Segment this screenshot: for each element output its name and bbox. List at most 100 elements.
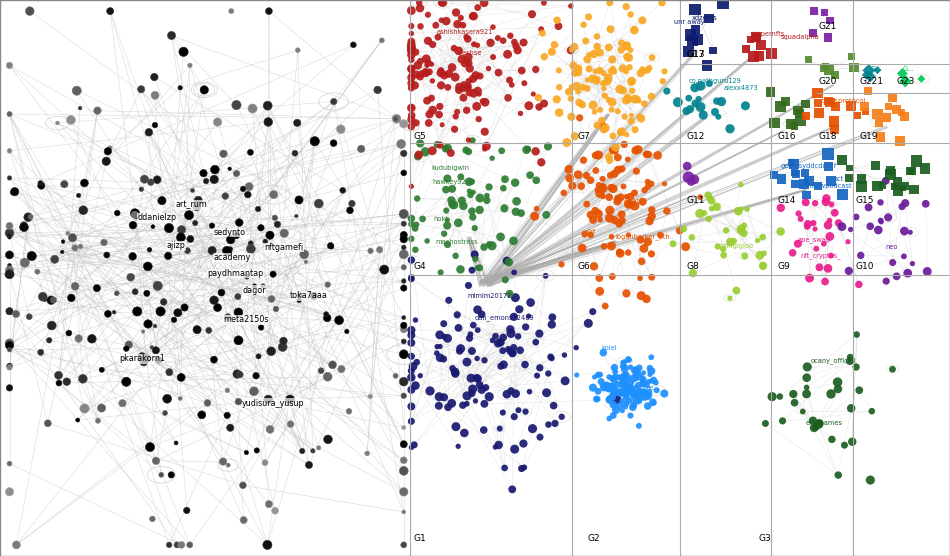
Point — [620, 231, 636, 240]
Point — [470, 374, 485, 383]
Point — [811, 420, 826, 429]
Point — [229, 231, 244, 240]
Point — [412, 371, 428, 380]
Point — [830, 385, 846, 394]
Point — [592, 189, 607, 198]
Point — [236, 185, 251, 193]
Point — [722, 294, 737, 303]
Point — [425, 146, 440, 155]
Point — [537, 99, 552, 108]
Point — [587, 206, 602, 215]
Point — [145, 222, 161, 231]
Point — [504, 329, 519, 338]
Point — [448, 112, 464, 121]
Point — [854, 175, 869, 183]
Point — [659, 206, 674, 215]
Point — [592, 48, 607, 57]
Point — [587, 107, 602, 116]
Point — [824, 200, 839, 209]
Text: act: act — [834, 176, 845, 182]
Point — [563, 112, 579, 121]
Point — [613, 389, 628, 398]
Point — [320, 373, 335, 381]
Point — [90, 416, 105, 425]
Point — [404, 326, 419, 335]
Point — [483, 38, 498, 47]
Point — [456, 80, 471, 89]
Point — [541, 420, 556, 429]
Point — [529, 371, 544, 380]
Point — [466, 12, 481, 21]
Point — [477, 0, 492, 7]
Point — [428, 21, 444, 29]
Point — [249, 446, 264, 455]
Point — [431, 401, 446, 410]
Point — [450, 442, 465, 451]
Point — [641, 377, 656, 386]
Point — [60, 229, 75, 237]
Point — [504, 485, 520, 494]
Point — [438, 185, 453, 194]
Point — [404, 66, 419, 75]
Point — [837, 441, 852, 450]
Point — [240, 190, 256, 199]
Point — [396, 325, 411, 334]
Point — [641, 391, 656, 400]
Point — [2, 345, 17, 354]
Point — [606, 400, 621, 409]
Text: G14: G14 — [777, 196, 795, 205]
Point — [755, 233, 770, 242]
Point — [607, 147, 622, 156]
Point — [389, 115, 404, 123]
Point — [595, 175, 610, 183]
Point — [174, 225, 189, 234]
Point — [500, 50, 515, 59]
Point — [685, 269, 700, 277]
Point — [451, 86, 466, 95]
Point — [425, 106, 440, 115]
Point — [892, 136, 907, 145]
Point — [787, 180, 802, 188]
Point — [496, 360, 511, 369]
Point — [404, 56, 419, 64]
Text: G10: G10 — [855, 262, 873, 271]
Point — [733, 226, 749, 235]
Point — [596, 192, 611, 201]
Point — [472, 264, 487, 272]
Point — [421, 118, 436, 127]
Point — [871, 119, 886, 128]
Point — [614, 373, 629, 381]
Text: me: me — [643, 385, 654, 391]
Point — [189, 201, 204, 210]
Point — [396, 149, 411, 158]
Point — [393, 140, 408, 148]
Point — [588, 151, 603, 160]
Point — [614, 46, 629, 54]
Point — [635, 376, 650, 385]
Point — [617, 383, 632, 392]
Point — [642, 370, 657, 379]
Point — [544, 320, 560, 329]
Point — [441, 403, 456, 411]
Text: mlmlm20172: mlmlm20172 — [467, 293, 512, 299]
Point — [404, 37, 419, 46]
Point — [496, 183, 511, 192]
Point — [396, 321, 411, 330]
Text: G2: G2 — [587, 534, 599, 543]
Point — [508, 389, 523, 398]
Point — [637, 393, 653, 402]
Point — [404, 338, 419, 347]
Point — [432, 330, 447, 339]
Point — [461, 53, 476, 62]
Point — [404, 83, 419, 92]
Point — [602, 206, 618, 215]
Point — [827, 102, 843, 111]
Point — [586, 262, 601, 271]
Point — [445, 200, 460, 208]
Point — [580, 84, 595, 93]
Point — [2, 250, 17, 259]
Point — [525, 424, 541, 433]
Point — [645, 398, 660, 406]
Point — [827, 125, 843, 134]
Point — [830, 470, 846, 479]
